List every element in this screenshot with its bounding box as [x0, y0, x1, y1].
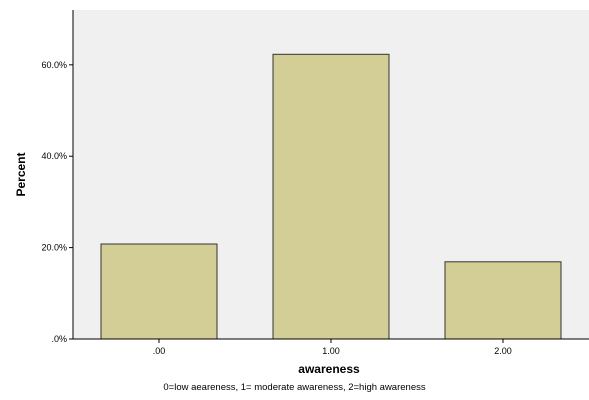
y-axis-title: Percent	[14, 152, 28, 196]
x-axis-ticks: .00 1.00 2.00	[153, 339, 512, 356]
bar-2	[444, 261, 562, 340]
y-tick-label-1: 20.0%	[41, 243, 67, 253]
y-tick-label-2: 40.0%	[41, 151, 67, 161]
x-tick-label-0: .00	[153, 346, 166, 356]
y-axis-ticks: .0% 20.0% 40.0% 60.0%	[41, 60, 73, 344]
bar-0	[100, 243, 218, 340]
y-tick-label-3: 60.0%	[41, 60, 67, 70]
chart-caption: 0=low aeareness, 1= moderate awareness, …	[163, 382, 426, 393]
bar-1	[272, 53, 390, 340]
bars-group	[100, 53, 562, 340]
y-tick-label-0: .0%	[51, 334, 67, 344]
x-tick-label-1: 1.00	[322, 346, 340, 356]
x-tick-label-2: 2.00	[494, 346, 512, 356]
x-axis-title: awareness	[298, 362, 360, 376]
